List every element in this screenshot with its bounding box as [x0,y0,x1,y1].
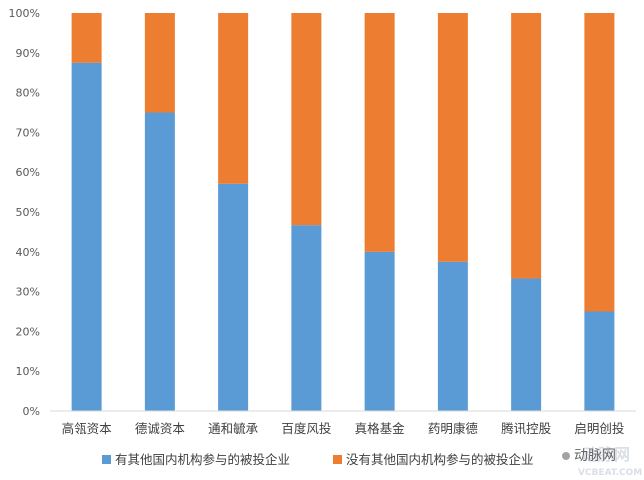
bar-without-domestic [364,13,395,252]
bar-without-domestic [511,13,542,279]
bar-with-domestic [584,311,615,411]
watermark-logo-text: 动脉网 [582,445,630,464]
x-category-label: 德诚资本 [135,421,186,436]
watermark-wechat-text: 动脉网 [574,448,616,464]
category-labels: 高瓴资本 德诚资本 通和毓承 百度风投 真格基金 药明康德 腾讯控股 启明创投 [62,421,625,436]
bar-with-domestic [144,112,175,411]
watermark: 动脉网 VCBEAT.COM 动脉网 [562,445,642,478]
x-category-label: 通和毓承 [208,421,259,436]
bars [71,13,615,411]
x-category-label: 腾讯控股 [501,421,552,436]
bar-with-domestic [511,278,542,411]
bar-without-domestic [218,13,249,184]
bar-without-domestic [71,13,102,63]
bar-without-domestic [584,13,615,312]
y-tick-label: 30% [16,286,40,299]
y-tick-label: 0% [23,405,40,418]
legend-label: 没有其他国内机构参与的被投企业 [346,452,534,467]
y-tick-label: 80% [16,87,40,100]
bar-with-domestic [218,183,249,411]
watermark-logo-sub: VCBEAT.COM [578,468,642,478]
legend: 有其他国内机构参与的被投企业 没有其他国内机构参与的被投企业 [102,452,534,467]
legend-label: 有其他国内机构参与的被投企业 [115,452,290,467]
y-tick-label: 70% [16,126,40,139]
y-tick-label: 100% [9,7,40,20]
y-tick-label: 50% [16,206,40,219]
bar-with-domestic [291,225,322,411]
y-tick-label: 60% [16,166,40,179]
y-tick-label: 90% [16,47,40,60]
x-category-label: 启明创投 [574,421,624,436]
x-category-label: 高瓴资本 [62,421,113,436]
x-category-label: 真格基金 [355,421,406,436]
bar-with-domestic [437,261,468,411]
x-category-label: 百度风投 [281,421,331,436]
x-category-label: 药明康德 [428,421,479,436]
bar-with-domestic [364,251,395,411]
bar-without-domestic [291,13,322,226]
bar-without-domestic [144,13,175,113]
y-tick-label: 20% [16,325,40,338]
y-tick-label: 40% [16,246,40,259]
wechat-icon [562,452,570,460]
legend-swatch [333,455,342,464]
bar-with-domestic [71,62,102,411]
y-axis-ticks: 0% 10% 20% 30% 40% 50% 60% 70% 80% 90% 100% [9,7,40,418]
y-tick-label: 10% [16,365,40,378]
bar-without-domestic [437,13,468,262]
legend-swatch [102,455,111,464]
